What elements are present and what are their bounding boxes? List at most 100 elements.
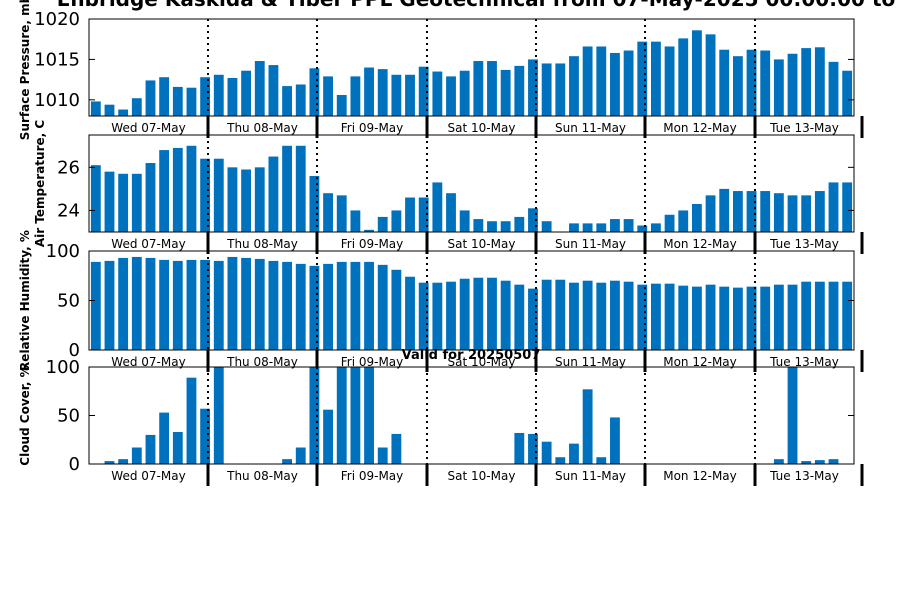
data-bar (145, 163, 156, 232)
data-bar (336, 367, 347, 464)
data-bar (623, 281, 634, 350)
data-bar (760, 191, 771, 232)
data-bar (651, 223, 661, 232)
x-day-label: Tue 13-May (769, 121, 839, 135)
data-bar (773, 459, 784, 464)
data-bar (295, 447, 306, 464)
chart-panels: 1010 1015 1020 Wed 07-May Thu 08-May Fri 09-M… (18, 0, 864, 486)
data-bar (295, 84, 306, 116)
data-bar (760, 50, 771, 116)
x-day-label: Thu 08-May (226, 469, 298, 483)
data-bar (459, 70, 470, 116)
data-bar (377, 216, 388, 232)
data-bar (391, 269, 402, 350)
data-bar (432, 282, 443, 350)
data-bar (719, 286, 730, 350)
chart-panel-1: 1010 1015 1020 Wed 07-May Thu 08-May Fri 09-M… (18, 0, 864, 140)
data-bar (801, 281, 812, 350)
data-bar (691, 286, 702, 350)
data-bar (323, 263, 333, 350)
data-bar (213, 74, 224, 116)
data-bar (814, 281, 825, 350)
data-bar (773, 193, 784, 232)
data-bar (268, 156, 279, 232)
data-bar (418, 197, 429, 232)
data-bar (186, 145, 197, 232)
data-bar (432, 71, 443, 116)
data-bar (282, 261, 292, 350)
data-bar (814, 47, 825, 116)
data-bar (350, 210, 361, 232)
data-bar (814, 460, 825, 464)
y-tick-label: 26 (57, 157, 80, 178)
data-bar (131, 98, 142, 116)
data-bar (528, 288, 538, 350)
data-bar (446, 76, 456, 116)
data-bar (541, 441, 552, 464)
data-bar (555, 457, 566, 464)
plot-frame (88, 18, 855, 117)
data-bar (487, 61, 497, 116)
chart-panel-3: 0 50 100 Wed 07-May Thu 08-May Fri 09-May Sat … (18, 230, 864, 372)
data-bar (732, 191, 743, 232)
data-bar (172, 147, 183, 232)
data-bar (377, 264, 388, 350)
x-day-label: Wed 07-May (111, 355, 185, 369)
data-bar (528, 208, 538, 232)
data-bar (623, 50, 634, 116)
data-bar (159, 77, 170, 116)
data-bar (664, 214, 675, 232)
data-bar (131, 173, 142, 232)
data-bar (801, 48, 812, 116)
y-axis-label: Relative Humidity, % (18, 230, 32, 371)
data-bar (500, 280, 511, 350)
data-bar (309, 68, 320, 116)
data-bar (569, 282, 579, 350)
chart-title: Enbridge Kaskida & Tiber PPL Geotechnica… (57, 0, 896, 11)
data-bar (104, 461, 115, 464)
x-day-label: Thu 08-May (226, 121, 298, 135)
data-bar (282, 86, 292, 116)
data-bar (719, 188, 730, 232)
x-day-label: Sat 10-May (448, 355, 516, 369)
data-bar (405, 74, 415, 116)
data-bar (623, 219, 634, 232)
y-axis-label: Cloud Cover, % (18, 365, 32, 465)
y-axis-label: Air Temperature, C (33, 120, 47, 248)
data-bar (200, 259, 211, 350)
data-bar (446, 193, 456, 232)
x-day-label: Wed 07-May (111, 121, 185, 135)
data-bar (528, 59, 538, 116)
data-bar (596, 46, 607, 117)
data-bar (746, 191, 757, 232)
data-bar (828, 182, 839, 232)
chart-panel-4: 0 50 100 Wed 07-May Thu 08-May Fri 09-May Sat … (18, 348, 864, 486)
data-bar (364, 67, 374, 116)
data-bar (610, 52, 620, 116)
data-bar (309, 265, 320, 350)
x-day-label: Wed 07-May (111, 237, 185, 251)
x-day-label: Sun 11-May (555, 469, 626, 483)
data-bar (500, 69, 511, 116)
data-bar (90, 261, 101, 350)
data-bar (487, 221, 497, 232)
data-bar (241, 70, 252, 116)
data-bar (541, 63, 552, 116)
data-bar (118, 459, 129, 464)
x-day-label: Mon 12-May (663, 237, 737, 251)
data-bar (719, 49, 730, 116)
data-bar (582, 223, 593, 232)
data-bar (282, 459, 292, 464)
data-bar (295, 145, 306, 232)
data-bar (377, 69, 388, 116)
data-bar (323, 76, 333, 116)
data-bar (596, 282, 607, 350)
data-bar (473, 61, 484, 116)
data-bar (801, 461, 812, 464)
y-tick-label: 50 (57, 406, 80, 427)
data-bar (801, 195, 812, 232)
data-bar (596, 223, 607, 232)
data-bar (159, 412, 170, 464)
data-bar (732, 287, 743, 350)
